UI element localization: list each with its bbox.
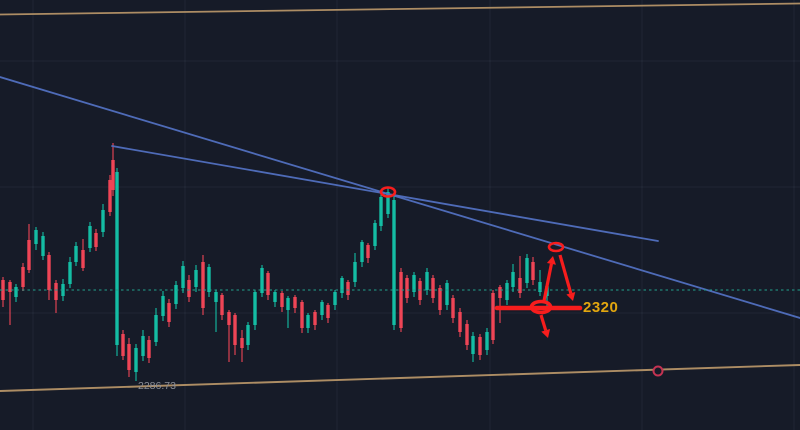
arrow-down-from-retest-head: [566, 292, 576, 301]
support-price-label[interactable]: 2320: [583, 299, 619, 316]
red-annotations[interactable]: [379, 186, 583, 339]
arrow-up-to-retest[interactable]: [542, 263, 554, 302]
circle-entry-zone[interactable]: [529, 299, 553, 315]
channel-bottom[interactable]: [0, 364, 800, 392]
blue-trendlines[interactable]: [0, 76, 800, 319]
arrow-down-from-retest[interactable]: [558, 254, 573, 294]
arrow-breakdown[interactable]: [539, 314, 548, 331]
arrow-up-to-retest-head: [546, 256, 556, 265]
arrow-breakdown-head: [541, 329, 551, 338]
circle-retest-target[interactable]: [547, 241, 565, 253]
circle-breakout-pivot[interactable]: [379, 186, 397, 198]
candlestick-series: [1, 143, 549, 381]
channel-trendlines[interactable]: [0, 2, 800, 392]
channel-low-price-label: 2286.73: [138, 380, 176, 392]
channel-top[interactable]: [0, 2, 800, 16]
lower-descending-trendline[interactable]: [111, 145, 659, 242]
line-endpoint-handle[interactable]: [652, 365, 664, 377]
upper-descending-trendline[interactable]: [0, 76, 800, 319]
